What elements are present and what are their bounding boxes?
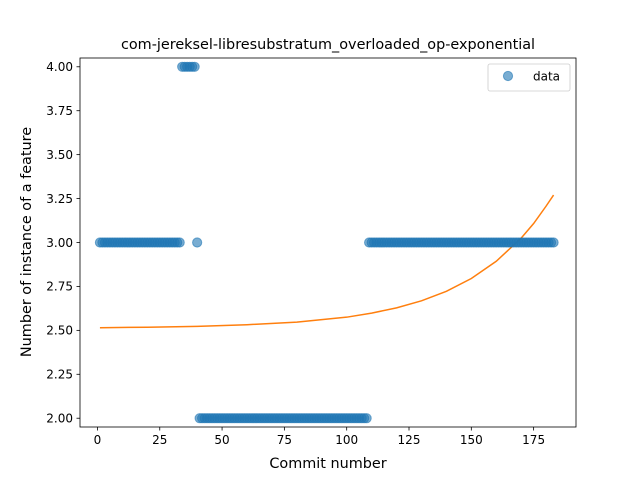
y-tick-label: 2.75 (46, 280, 73, 294)
data-point (189, 61, 200, 72)
fit-line (99, 194, 555, 329)
x-axis-label: Commit number (269, 456, 386, 472)
x-tick-label: 0 (94, 433, 102, 447)
data-point (361, 413, 372, 424)
plot-frame (79, 57, 577, 428)
y-tick-label: 4.00 (46, 60, 73, 74)
legend-entry-data: data (533, 70, 560, 84)
data-points-series (94, 61, 559, 424)
x-tick-label: 125 (398, 433, 421, 447)
y-tick-label: 3.00 (46, 236, 73, 250)
x-tick-label: 175 (522, 433, 545, 447)
y-tick-label: 2.00 (46, 412, 73, 426)
y-tick-label: 3.50 (46, 148, 73, 162)
x-tick-label: 150 (460, 433, 483, 447)
x-tick-label: 25 (152, 433, 167, 447)
y-tick-label: 3.75 (46, 104, 73, 118)
y-axis-ticks: 2.00 2.25 2.50 2.75 3.00 3.25 3.50 3.75 4.00 (46, 60, 80, 426)
x-tick-label: 100 (335, 433, 358, 447)
data-point (192, 237, 203, 248)
legend-frame (487, 63, 571, 92)
x-tick-label: 75 (277, 433, 292, 447)
legend: data (487, 63, 571, 92)
y-tick-label: 2.25 (46, 368, 73, 382)
data-point (548, 237, 559, 248)
x-axis-ticks: 0 25 50 75 100 125 150 175 (94, 427, 545, 447)
y-axis-label: Number of instance of a feature (19, 127, 35, 357)
chart-title: com-jereksel-libresubstratum_overloaded_… (121, 37, 535, 53)
x-tick-label: 50 (214, 433, 229, 447)
data-point (174, 237, 185, 248)
y-tick-label: 2.50 (46, 324, 73, 338)
y-tick-label: 3.25 (46, 192, 73, 206)
fit-line-series (99, 194, 555, 329)
legend-marker-data (502, 70, 514, 82)
